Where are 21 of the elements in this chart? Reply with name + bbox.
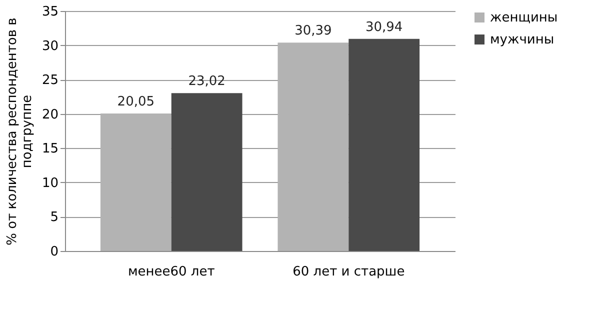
- x-tick-label: менее60 лет: [128, 264, 216, 280]
- bar: [348, 38, 420, 251]
- bar: [171, 93, 242, 251]
- legend-label: женщины: [490, 10, 558, 26]
- y-axis-title: % от количества респондентов в подгруппе: [4, 18, 35, 246]
- y-tick-label: 10: [42, 176, 58, 191]
- y-tick-label: 20: [42, 107, 58, 122]
- x-tick-label: 60 лет и старше: [292, 264, 405, 280]
- data-label: 23,02: [188, 74, 226, 90]
- y-tick-label: 30: [42, 38, 58, 54]
- data-label: 20,05: [117, 94, 155, 110]
- data-label: 30,94: [365, 20, 403, 35]
- y-tick-label: 15: [42, 142, 58, 157]
- bar: [100, 114, 172, 251]
- data-label: 30,39: [294, 24, 332, 39]
- y-tick-label: 5: [50, 210, 58, 226]
- y-tick-label: 0: [50, 244, 58, 260]
- legend-label: мужчины: [490, 32, 554, 48]
- y-tick-label: 35: [42, 4, 58, 20]
- y-tick-label: 25: [42, 73, 58, 88]
- bar: [278, 42, 349, 251]
